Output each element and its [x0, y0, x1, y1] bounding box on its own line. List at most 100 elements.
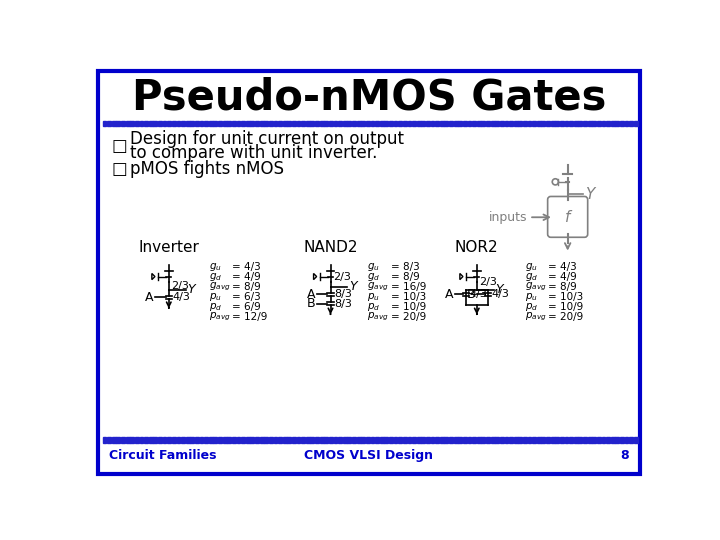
Bar [375, 121, 379, 126]
Bar [149, 121, 153, 126]
Bar [555, 437, 559, 443]
Bar [121, 437, 125, 443]
Bar [181, 437, 185, 443]
Text: $p_{avg}$: $p_{avg}$ [367, 310, 389, 323]
Bar [356, 437, 361, 443]
Bar [338, 437, 342, 443]
Text: = 6/3: = 6/3 [232, 292, 261, 301]
Text: = 10/9: = 10/9 [548, 301, 583, 312]
Bar [283, 121, 287, 126]
Bar [315, 121, 319, 126]
Text: A: A [145, 291, 153, 304]
Bar [310, 437, 315, 443]
Bar [264, 437, 268, 443]
Bar [537, 437, 541, 443]
Bar [398, 121, 402, 126]
Bar [606, 437, 610, 443]
Bar [343, 437, 346, 443]
Bar [620, 437, 624, 443]
Bar [222, 437, 227, 443]
Bar [297, 121, 300, 126]
Bar [352, 437, 356, 443]
Bar [394, 437, 397, 443]
Bar [490, 121, 495, 126]
Text: $p_u$: $p_u$ [209, 291, 222, 302]
Text: A: A [307, 288, 315, 301]
Bar [597, 121, 600, 126]
Bar [588, 121, 592, 126]
Bar [528, 437, 531, 443]
Bar [564, 121, 568, 126]
Bar [435, 437, 439, 443]
Bar [333, 437, 338, 443]
Text: = 10/9: = 10/9 [390, 301, 426, 312]
Bar [246, 121, 250, 126]
Bar [398, 437, 402, 443]
Text: 4/3: 4/3 [173, 292, 191, 302]
Bar [541, 121, 545, 126]
Bar [583, 437, 587, 443]
Bar [500, 437, 504, 443]
Bar [255, 437, 259, 443]
Bar [371, 121, 374, 126]
Bar [361, 121, 365, 126]
Bar [555, 121, 559, 126]
Bar [232, 437, 235, 443]
Bar [379, 121, 384, 126]
Bar [444, 437, 449, 443]
Bar [167, 121, 171, 126]
Bar [297, 437, 300, 443]
Bar [537, 121, 541, 126]
Bar [130, 437, 134, 443]
Bar [186, 121, 189, 126]
Bar [454, 121, 457, 126]
Bar [107, 121, 111, 126]
Bar [167, 437, 171, 443]
Bar [301, 121, 305, 126]
Bar [523, 437, 527, 443]
Bar [625, 437, 629, 443]
Text: Pseudo-nMOS Gates: Pseudo-nMOS Gates [132, 77, 606, 119]
Text: $p_u$: $p_u$ [525, 291, 537, 302]
Bar [324, 437, 328, 443]
Bar [625, 121, 629, 126]
Bar [228, 437, 231, 443]
Bar [158, 121, 162, 126]
Bar [135, 121, 139, 126]
Bar [560, 437, 564, 443]
Bar [195, 121, 199, 126]
Bar [190, 437, 194, 443]
Bar [232, 121, 235, 126]
Bar [237, 437, 240, 443]
Bar [528, 121, 531, 126]
Bar [112, 437, 116, 443]
Bar [486, 121, 490, 126]
Bar [287, 121, 291, 126]
Bar [546, 437, 550, 443]
Bar [329, 121, 333, 126]
Text: = 10/3: = 10/3 [390, 292, 426, 301]
Bar [320, 121, 323, 126]
Bar [449, 437, 453, 443]
Bar [472, 437, 476, 443]
Bar [560, 121, 564, 126]
Text: Y: Y [349, 280, 356, 293]
Bar [102, 121, 107, 126]
Bar [588, 437, 592, 443]
Bar [505, 121, 508, 126]
Bar [546, 121, 550, 126]
Bar [518, 437, 522, 443]
Bar [482, 121, 485, 126]
Bar [163, 437, 166, 443]
Bar [315, 437, 319, 443]
Bar [541, 437, 545, 443]
Bar [126, 121, 130, 126]
Text: $g_{avg}$: $g_{avg}$ [525, 280, 546, 293]
Bar [403, 121, 407, 126]
Bar [121, 121, 125, 126]
Text: Y: Y [585, 187, 594, 201]
Bar [371, 437, 374, 443]
Bar [532, 437, 536, 443]
Bar [213, 437, 217, 443]
Bar [629, 121, 633, 126]
